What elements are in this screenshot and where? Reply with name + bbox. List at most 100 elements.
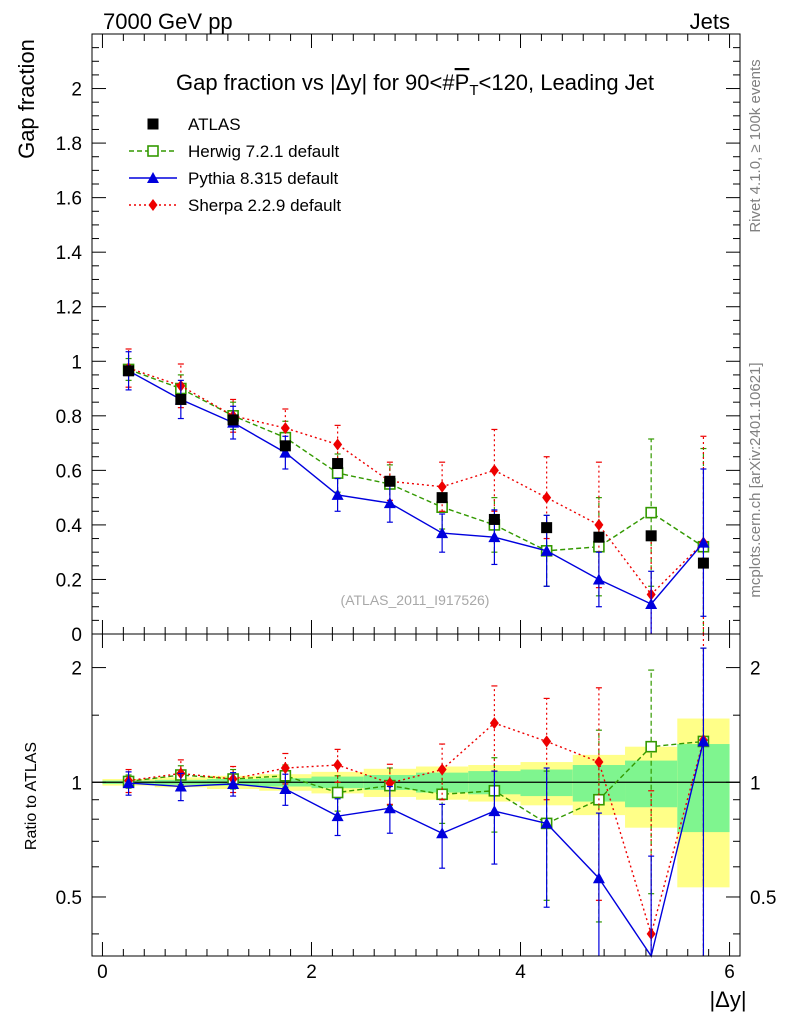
header-right: Jets — [690, 9, 730, 34]
main-ytick-label: 0 — [71, 625, 82, 646]
data-point — [384, 475, 396, 487]
ratio-point — [488, 805, 501, 817]
legend-label: Pythia 8.315 default — [188, 169, 339, 188]
main-ytick-label: 1.4 — [56, 243, 83, 264]
legend-entry: Herwig 7.2.1 default — [129, 142, 339, 161]
watermark: (ATLAS_2011_I917526) — [341, 592, 490, 608]
legend-marker — [147, 118, 159, 130]
data-point — [175, 393, 187, 405]
data-point — [331, 467, 344, 479]
legend: ATLAS Herwig 7.2.1 default Pythia 8.315 de… — [129, 115, 341, 215]
ratio-ytick-label-right: 0.5 — [750, 888, 776, 909]
ratio-ytick-label-right: 1 — [750, 773, 761, 794]
legend-entry: Sherpa 2.2.9 default — [129, 196, 341, 215]
ratio-ytick-label: 2 — [71, 659, 82, 680]
ratio-point — [331, 786, 344, 799]
ratio-xtick-label: 0 — [97, 962, 108, 983]
data-point — [227, 414, 239, 426]
data-point — [331, 488, 344, 500]
legend-entry: ATLAS — [147, 115, 241, 134]
data-point — [332, 458, 344, 470]
ratio-bands — [92, 718, 740, 888]
data-point — [123, 365, 135, 377]
ratio-point — [279, 783, 292, 795]
main-ytick-label: 0.2 — [56, 570, 82, 591]
ratio-xtick-label: 6 — [724, 962, 735, 983]
x-axis-label: |Δy| — [709, 987, 746, 1012]
mcplots-label: mcplots.cern.ch [arXiv:2401.10621] — [747, 362, 764, 597]
ratio-xtick-label: 2 — [306, 962, 317, 983]
ratio-frame — [91, 633, 741, 957]
data-point — [279, 440, 291, 452]
data-point — [594, 518, 604, 531]
data-point — [436, 527, 449, 539]
title-suffix: <120, Leading Jet — [478, 70, 654, 95]
main-ytick-label: 0.8 — [56, 407, 82, 428]
ratio-point — [174, 780, 187, 792]
main-ytick-label: 1.2 — [56, 298, 82, 319]
title-sub: T — [469, 82, 478, 99]
legend-label: ATLAS — [188, 115, 241, 134]
data-point — [697, 536, 710, 548]
main-ticks: 0 0.2 0.4 0.6 0.8 1 1.2 1.4 1.6 1.8 2 — [56, 34, 740, 646]
legend-label: Herwig 7.2.1 default — [188, 142, 339, 161]
legend-label: Sherpa 2.2.9 default — [188, 196, 341, 215]
series-line — [128, 370, 704, 605]
ratio-ticks: 0.5 0.5 1 1 2 2 0 2 4 6 — [56, 634, 776, 983]
data-point — [542, 491, 552, 504]
ratio-point — [594, 756, 604, 769]
header-left: 7000 GeV pp — [103, 9, 233, 34]
ratio-line — [128, 741, 705, 958]
data-point — [541, 522, 553, 534]
ratio-point — [489, 717, 499, 730]
title-prefix: Gap fraction vs |Δy| for 90<# — [176, 70, 455, 95]
ratio-point — [280, 762, 290, 775]
data-point — [592, 573, 605, 585]
ratio-xtick-label: 4 — [515, 962, 526, 983]
data-point — [645, 530, 657, 542]
ratio-ytick-label: 1 — [71, 773, 82, 794]
main-ytick-label: 2 — [71, 80, 82, 101]
data-point — [540, 544, 553, 556]
ratio-point — [542, 735, 552, 748]
main-series — [122, 348, 710, 634]
ratio-ylabel: Ratio to ATLAS — [23, 742, 40, 850]
data-point — [488, 531, 501, 543]
series-line — [128, 367, 704, 596]
main-ytick-label: 0.6 — [56, 461, 82, 482]
main-ytick-label: 0.4 — [56, 516, 83, 537]
title-overline: P — [455, 70, 470, 95]
legend-marker — [147, 145, 159, 157]
ratio-point — [331, 810, 344, 822]
data-point — [279, 446, 292, 458]
main-ylabel: Gap fraction — [14, 39, 39, 159]
main-ytick-label: 1 — [71, 352, 82, 373]
data-point — [697, 557, 709, 569]
main-ytick-label: 1.8 — [56, 134, 82, 155]
ratio-ytick-label: 0.5 — [56, 888, 82, 909]
data-point — [280, 422, 290, 435]
data-point — [645, 598, 658, 609]
ratio-point — [540, 817, 553, 829]
ratio-ytick-label-right: 2 — [750, 659, 761, 680]
ratio-point — [122, 777, 135, 789]
rivet-label: Rivet 4.1.0, ≥ 100k events — [747, 59, 764, 232]
legend-entry: Pythia 8.315 default — [129, 169, 339, 188]
data-point — [333, 438, 343, 451]
ratio-point — [227, 777, 240, 789]
ratio-point — [437, 763, 447, 776]
ratio-series-pythia — [122, 647, 710, 958]
chart-title: Gap fraction vs |Δy| for 90<#PT<120, Lea… — [176, 70, 654, 99]
legend-marker — [148, 199, 158, 211]
ratio-point — [333, 759, 343, 772]
ratio-point — [436, 827, 449, 839]
legend-marker — [147, 172, 159, 183]
ratio-point — [592, 872, 605, 884]
ratio-series — [122, 634, 710, 958]
data-point — [383, 497, 396, 509]
ratio-point — [697, 735, 710, 747]
ratio-line — [128, 722, 705, 937]
series-line — [128, 368, 704, 552]
data-point — [489, 464, 499, 477]
